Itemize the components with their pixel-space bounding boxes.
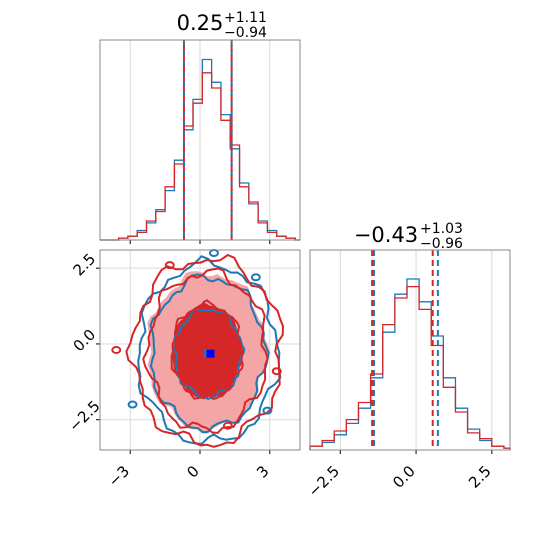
param1-title-sup: +1.11	[224, 10, 267, 26]
joint-contour-a	[137, 255, 282, 445]
param2-xtick-label: −2.5	[305, 462, 343, 500]
joint-contour-panel: −3 0 3 −2.5 0.0 2.5	[65, 249, 301, 490]
joint-outlier-contour	[222, 421, 233, 430]
joint-outlier-contour	[111, 346, 122, 354]
param1-hist-series-b	[100, 72, 300, 241]
param2-histogram-panel: −2.5 0.0 2.5	[305, 249, 511, 501]
joint-median-marker	[202, 358, 211, 367]
param2-hist-frame	[309, 249, 511, 451]
param1-histogram-panel	[99, 39, 301, 244]
joint-frame	[99, 249, 301, 451]
joint-xtick-label: −3	[105, 462, 133, 490]
param1-hist-frame	[99, 39, 301, 241]
param2-xtick-label: 2.5	[465, 462, 495, 492]
joint-contour-b	[125, 253, 285, 448]
param2-hist-series-a	[309, 278, 511, 450]
param1-title-sub: −0.94	[224, 25, 267, 41]
param2-xtick-label: 0.0	[389, 462, 419, 492]
joint-outlier-contour	[262, 406, 273, 415]
param2-title-sub: −0.96	[420, 236, 463, 252]
param2-title-sup: +1.03	[420, 221, 463, 237]
joint-ytick-label: −2.5	[65, 397, 103, 435]
joint-median-marker	[206, 349, 215, 358]
joint-outlier-contour	[271, 367, 282, 376]
joint-contour-b	[142, 267, 269, 434]
joint-xtick-label: 3	[253, 462, 272, 481]
joint-outlier-contour	[208, 249, 219, 258]
joint-outlier-contour	[127, 400, 138, 409]
joint-ytick-label: 0.0	[70, 326, 100, 356]
param2-title: −0.43	[354, 223, 418, 247]
joint-ytick-label: 2.5	[70, 250, 100, 280]
joint-outlier-contour	[250, 273, 261, 282]
param2-hist-series-b	[309, 285, 511, 450]
joint-contour-b	[170, 299, 244, 400]
joint-outlier-contour	[164, 261, 175, 270]
param1-title: 0.25	[177, 11, 224, 35]
joint-xtick-label: 0	[183, 462, 202, 481]
